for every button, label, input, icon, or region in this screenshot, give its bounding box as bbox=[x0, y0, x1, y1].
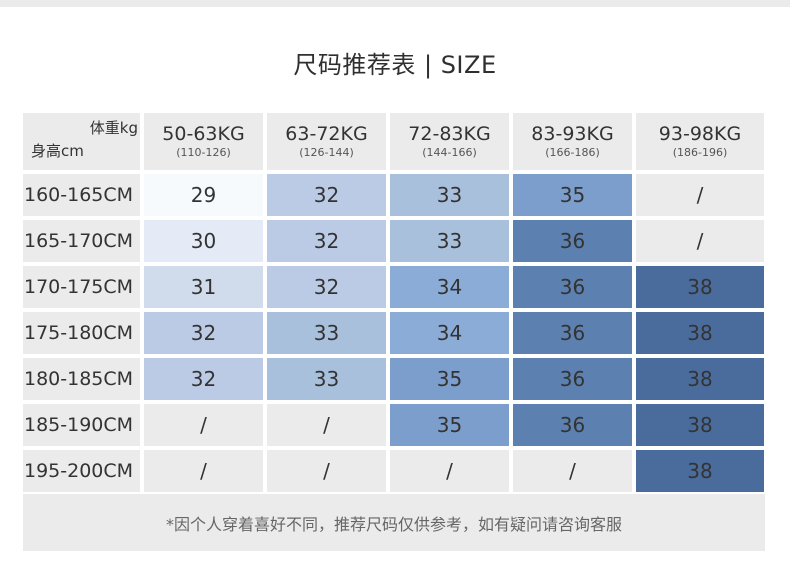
weight-jin-range: (126-144) bbox=[299, 145, 354, 159]
row-header-height: 170-175CM bbox=[23, 266, 140, 308]
weight-jin-range: (166-186) bbox=[545, 145, 600, 159]
size-cell: / bbox=[144, 404, 263, 446]
row-header-height: 160-165CM bbox=[23, 174, 140, 216]
height-axis-label: 身高cm bbox=[31, 142, 84, 160]
size-cell: 34 bbox=[390, 312, 509, 354]
size-cell: 32 bbox=[267, 174, 386, 216]
size-cell: 38 bbox=[636, 404, 764, 446]
column-header-weight: 50-63KG (110-126) bbox=[144, 113, 263, 170]
size-cell: 35 bbox=[390, 358, 509, 400]
top-divider-bar bbox=[0, 0, 790, 7]
weight-jin-range: (110-126) bbox=[176, 145, 231, 159]
row-header-height: 180-185CM bbox=[23, 358, 140, 400]
size-cell: 38 bbox=[636, 312, 764, 354]
table-corner-header: 体重kg 身高cm bbox=[23, 113, 140, 170]
size-cell: / bbox=[267, 404, 386, 446]
size-cell: / bbox=[636, 220, 764, 262]
size-cell: 33 bbox=[390, 220, 509, 262]
size-cell: 32 bbox=[144, 312, 263, 354]
size-cell: 33 bbox=[267, 312, 386, 354]
size-cell: 35 bbox=[390, 404, 509, 446]
column-header-weight: 72-83KG (144-166) bbox=[390, 113, 509, 170]
size-cell: 32 bbox=[144, 358, 263, 400]
size-cell: 34 bbox=[390, 266, 509, 308]
size-cell: 36 bbox=[513, 220, 632, 262]
row-header-height: 185-190CM bbox=[23, 404, 140, 446]
size-cell: 38 bbox=[636, 358, 764, 400]
row-header-height: 195-200CM bbox=[23, 450, 140, 492]
size-cell: 33 bbox=[267, 358, 386, 400]
size-cell: 31 bbox=[144, 266, 263, 308]
row-header-height: 175-180CM bbox=[23, 312, 140, 354]
page-title: 尺码推荐表 | SIZE bbox=[293, 51, 497, 79]
size-cell: 32 bbox=[267, 266, 386, 308]
weight-range-label: 50-63KG bbox=[162, 122, 245, 145]
disclaimer-note: *因个人穿着喜好不同，推荐尺码仅供参考，如有疑问请咨询客服 bbox=[23, 494, 765, 551]
size-cell: 38 bbox=[636, 266, 764, 308]
size-cell: 29 bbox=[144, 174, 263, 216]
size-cell: / bbox=[390, 450, 509, 492]
weight-axis-label: 体重kg bbox=[89, 119, 138, 137]
size-cell: 30 bbox=[144, 220, 263, 262]
column-header-weight: 63-72KG (126-144) bbox=[267, 113, 386, 170]
weight-jin-range: (186-196) bbox=[672, 145, 728, 159]
size-cell: 38 bbox=[636, 450, 764, 492]
column-header-weight: 83-93KG (166-186) bbox=[513, 113, 632, 170]
size-chart-table: 体重kg 身高cm 50-63KG (110-126) 63-72KG (126… bbox=[23, 113, 764, 492]
weight-range-label: 93-98KG bbox=[658, 122, 742, 145]
size-cell: 33 bbox=[390, 174, 509, 216]
size-cell: 36 bbox=[513, 358, 632, 400]
size-cell: 36 bbox=[513, 266, 632, 308]
size-cell: / bbox=[267, 450, 386, 492]
weight-range-label: 83-93KG bbox=[531, 122, 614, 145]
size-cell: 36 bbox=[513, 312, 632, 354]
size-cell: / bbox=[513, 450, 632, 492]
size-cell: / bbox=[636, 174, 764, 216]
row-header-height: 165-170CM bbox=[23, 220, 140, 262]
size-cell: 32 bbox=[267, 220, 386, 262]
column-header-weight: 93-98KG (186-196) bbox=[636, 113, 764, 170]
weight-jin-range: (144-166) bbox=[422, 145, 477, 159]
weight-range-label: 72-83KG bbox=[408, 122, 491, 145]
weight-range-label: 63-72KG bbox=[285, 122, 368, 145]
size-cell: 35 bbox=[513, 174, 632, 216]
size-cell: / bbox=[144, 450, 263, 492]
size-cell: 36 bbox=[513, 404, 632, 446]
